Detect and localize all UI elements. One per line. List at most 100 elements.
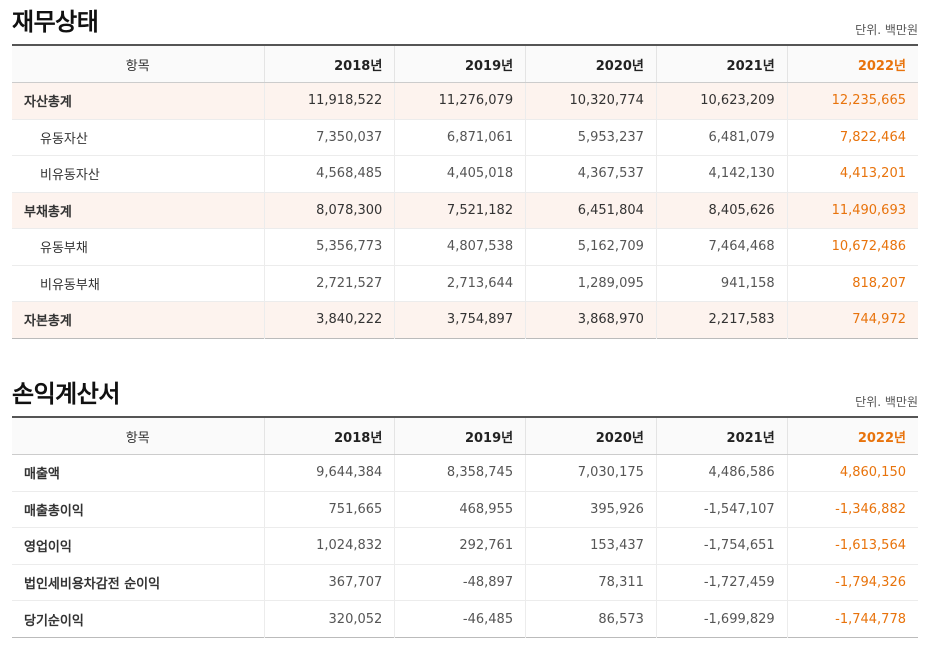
- cell-2022: -1,794,326: [786, 564, 918, 602]
- cell-2021: 4,486,586: [655, 454, 788, 492]
- row-label: 영업이익: [12, 527, 264, 565]
- cell-2019: 2,713,644: [394, 265, 526, 302]
- cell-2020: 78,311: [525, 564, 657, 602]
- cell-2018: 1,024,832: [263, 527, 395, 565]
- cell-2019: 3,754,897: [394, 301, 526, 338]
- cell-2019: 11,276,079: [394, 82, 526, 120]
- cell-2019: 8,358,745: [394, 454, 526, 492]
- col-header-2020: 2020년: [525, 417, 657, 455]
- cell-2022: 12,235,665: [786, 82, 918, 120]
- col-header-2018: 2018년: [263, 45, 395, 83]
- balance-title: 재무상태: [12, 8, 99, 36]
- cell-2022: 10,672,486: [786, 228, 918, 266]
- cell-2022: -1,346,882: [786, 491, 918, 529]
- cell-2021: -1,754,651: [655, 527, 788, 565]
- col-header-2019: 2019년: [394, 45, 526, 83]
- col-header-2021: 2021년: [655, 45, 788, 83]
- cell-2020: 153,437: [525, 527, 657, 565]
- cell-2021: -1,727,459: [655, 564, 788, 602]
- cell-2019: 7,521,182: [394, 192, 526, 229]
- row-label: 매출총이익: [12, 491, 264, 529]
- cell-2021: 10,623,209: [655, 82, 788, 120]
- cell-2021: 4,142,130: [655, 155, 788, 193]
- cell-2022: 818,207: [786, 265, 918, 302]
- cell-2021: 6,481,079: [655, 119, 788, 156]
- cell-2018: 320,052: [263, 600, 395, 638]
- cell-2021: -1,699,829: [655, 600, 788, 638]
- col-header-item: 항목: [12, 417, 264, 455]
- cell-2019: 6,871,061: [394, 119, 526, 156]
- cell-2022: -1,744,778: [786, 600, 918, 638]
- table-row-gross-profit: 매출총이익 751,665 468,955 395,926 -1,547,107…: [12, 491, 918, 529]
- cell-2018: 4,568,485: [263, 155, 395, 193]
- cell-2019: 468,955: [394, 491, 526, 529]
- cell-2020: 86,573: [525, 600, 657, 638]
- cell-2020: 7,030,175: [525, 454, 657, 492]
- cell-2020: 5,162,709: [525, 228, 657, 266]
- row-label: 자본총계: [12, 301, 264, 338]
- cell-2019: 4,807,538: [394, 228, 526, 266]
- balance-header: 재무상태 단위. 백만원: [12, 0, 918, 44]
- table-row-current-assets: 유동자산 7,350,037 6,871,061 5,953,237 6,481…: [12, 119, 918, 156]
- col-header-2021: 2021년: [655, 417, 788, 455]
- cell-2018: 3,840,222: [263, 301, 395, 338]
- cell-2021: 7,464,468: [655, 228, 788, 266]
- row-label: 자산총계: [12, 82, 264, 120]
- col-header-2019: 2019년: [394, 417, 526, 455]
- cell-2019: 4,405,018: [394, 155, 526, 193]
- cell-2019: -46,485: [394, 600, 526, 638]
- cell-2022: 4,413,201: [786, 155, 918, 193]
- cell-2021: 2,217,583: [655, 301, 788, 338]
- table-row-total-equity: 자본총계 3,840,222 3,754,897 3,868,970 2,217…: [12, 301, 918, 338]
- row-label: 비유동부채: [12, 265, 264, 302]
- cell-2020: 4,367,537: [525, 155, 657, 193]
- cell-2018: 5,356,773: [263, 228, 395, 266]
- row-label: 당기순이익: [24, 613, 84, 629]
- income-header-row: 항목 2018년 2019년 2020년 2021년 2022년: [12, 417, 918, 455]
- cell-2018: 751,665: [263, 491, 395, 529]
- cell-2020: 395,926: [525, 491, 657, 529]
- cell-2020: 3,868,970: [525, 301, 657, 338]
- income-table: 항목 2018년 2019년 2020년 2021년 2022년 매출액 9,6…: [12, 416, 918, 638]
- table-row-noncurrent-liabilities: 비유동부채 2,721,527 2,713,644 1,289,095 941,…: [12, 265, 918, 302]
- table-row-pretax-income: 법인세비용차감전 순이익 367,707 -48,897 78,311 -1,7…: [12, 564, 918, 602]
- row-label: 매출액: [12, 454, 264, 492]
- cell-2018: 8,078,300: [263, 192, 395, 229]
- income-header: 손익계산서 단위. 백만원: [12, 372, 918, 416]
- table-row-operating-income: 영업이익 1,024,832 292,761 153,437 -1,754,65…: [12, 527, 918, 565]
- table-row-net-income: 당기순이익 320,052 -46,485 86,573 -1,699,829 …: [12, 600, 918, 638]
- table-row-current-liabilities: 유동부채 5,356,773 4,807,538 5,162,709 7,464…: [12, 228, 918, 266]
- col-header-2022: 2022년: [786, 45, 918, 83]
- cell-2021: 8,405,626: [655, 192, 788, 229]
- cell-2018: 9,644,384: [263, 454, 395, 492]
- row-label: 유동부채: [12, 228, 264, 266]
- cell-2022: -1,613,564: [786, 527, 918, 565]
- table-row-total-liabilities: 부채총계 8,078,300 7,521,182 6,451,804 8,405…: [12, 192, 918, 229]
- balance-header-row: 항목 2018년 2019년 2020년 2021년 2022년: [12, 45, 918, 83]
- col-header-2018: 2018년: [263, 417, 395, 455]
- income-title: 손익계산서: [12, 380, 120, 408]
- balance-table: 항목 2018년 2019년 2020년 2021년 2022년 자산총계 11…: [12, 44, 918, 339]
- row-label: 부채총계: [12, 192, 264, 229]
- cell-2022: 7,822,464: [786, 119, 918, 156]
- col-header-item: 항목: [12, 45, 264, 83]
- row-label: 비유동자산: [12, 155, 264, 193]
- cell-2018: 367,707: [263, 564, 395, 602]
- table-row-total-assets: 자산총계 11,918,522 11,276,079 10,320,774 10…: [12, 82, 918, 120]
- col-header-2020: 2020년: [525, 45, 657, 83]
- cell-2019: -48,897: [394, 564, 526, 602]
- cell-2020: 6,451,804: [525, 192, 657, 229]
- cell-2022: 744,972: [786, 301, 918, 338]
- cell-2021: 941,158: [655, 265, 788, 302]
- cell-2021: -1,547,107: [655, 491, 788, 529]
- income-unit: 단위. 백만원: [855, 395, 918, 409]
- table-row-noncurrent-assets: 비유동자산 4,568,485 4,405,018 4,367,537 4,14…: [12, 155, 918, 193]
- cell-2020: 5,953,237: [525, 119, 657, 156]
- balance-section: 재무상태 단위. 백만원 항목 2018년 2019년 2020년 2021년 …: [12, 0, 918, 339]
- income-section: 손익계산서 단위. 백만원 항목 2018년 2019년 2020년 2021년…: [12, 372, 918, 638]
- cell-2022: 11,490,693: [786, 192, 918, 229]
- cell-2020: 10,320,774: [525, 82, 657, 120]
- cell-2022: 4,860,150: [786, 454, 918, 492]
- cell-2018: 2,721,527: [263, 265, 395, 302]
- col-header-2022: 2022년: [786, 417, 918, 455]
